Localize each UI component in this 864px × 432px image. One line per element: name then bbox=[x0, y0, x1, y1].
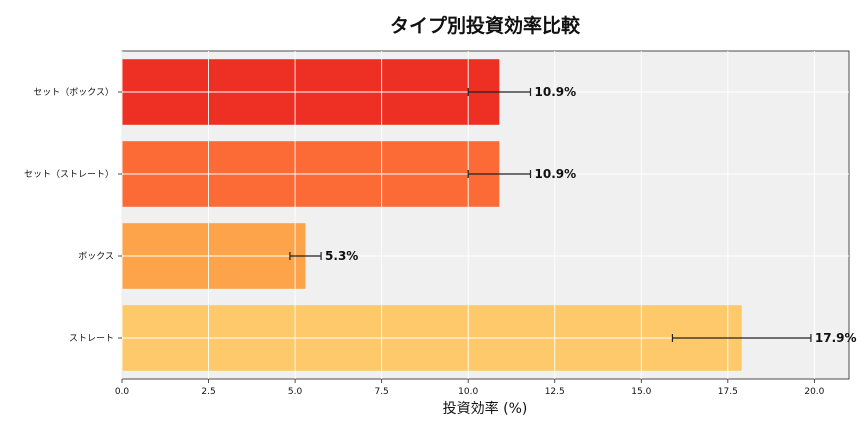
x-tick-label: 0.0 bbox=[115, 387, 130, 397]
x-tick-label: 10.0 bbox=[458, 387, 478, 397]
chart-title: タイプ別投資効率比較 bbox=[390, 14, 581, 37]
x-tick-label: 20.0 bbox=[804, 387, 824, 397]
category-label: セット（ストレート） bbox=[24, 169, 114, 180]
category-label: ストレート bbox=[69, 334, 114, 344]
y-axis-categories: ストレート ボックス セット（ストレート） セット（ボックス） bbox=[24, 87, 122, 344]
x-tick-label: 12.5 bbox=[545, 387, 565, 397]
value-label: 10.9% bbox=[535, 85, 577, 99]
value-label: 10.9% bbox=[535, 167, 577, 181]
x-tick-label: 7.5 bbox=[374, 387, 388, 397]
value-label: 17.9% bbox=[815, 331, 857, 345]
x-axis-ticks: 0.0 2.5 5.0 7.5 10.0 12.5 15.0 17.5 20.0 bbox=[115, 379, 825, 397]
value-label: 5.3% bbox=[325, 249, 358, 263]
x-tick-label: 17.5 bbox=[718, 387, 738, 397]
x-axis-label: 投資効率 (%) bbox=[443, 400, 528, 417]
x-tick-label: 15.0 bbox=[631, 387, 651, 397]
value-labels: 17.9% 5.3% 10.9% 10.9% bbox=[325, 85, 857, 345]
x-tick-label: 5.0 bbox=[288, 387, 303, 397]
category-label: セット（ボックス） bbox=[33, 87, 114, 98]
error-bars bbox=[289, 88, 812, 342]
category-label: ボックス bbox=[78, 251, 114, 262]
x-tick-label: 2.5 bbox=[201, 387, 215, 397]
